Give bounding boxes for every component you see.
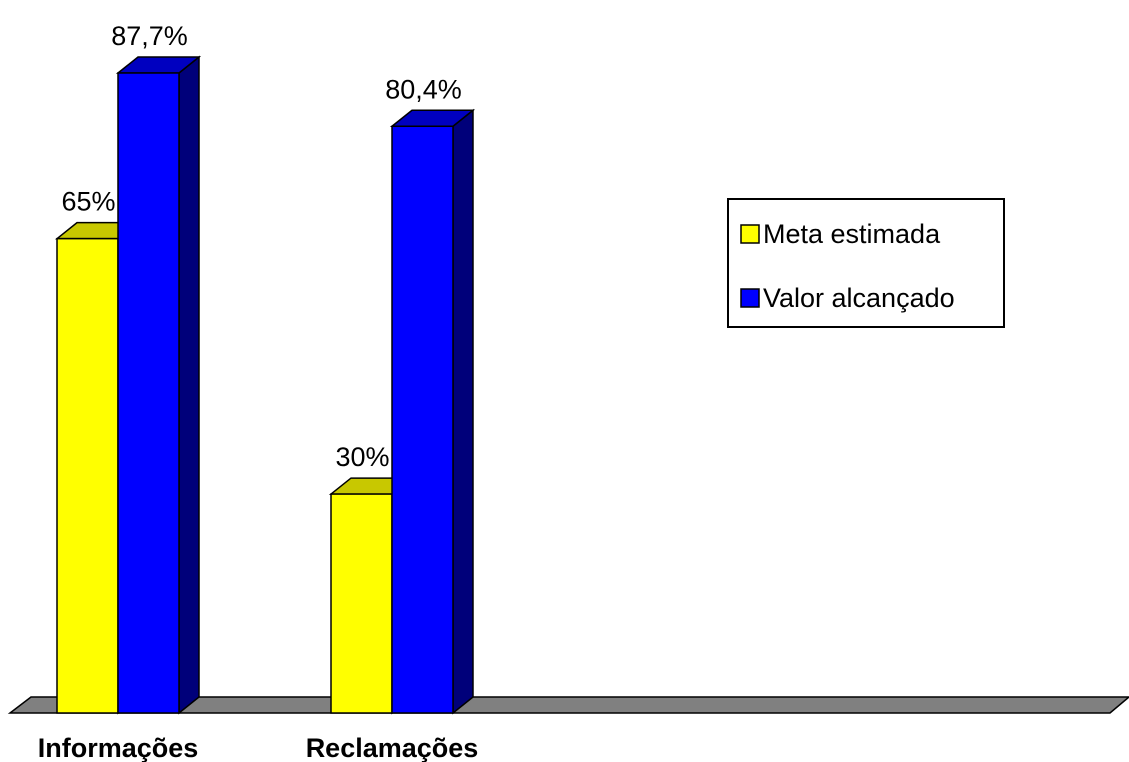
legend-label: Meta estimada bbox=[763, 219, 941, 249]
chart-floor bbox=[7, 696, 1129, 714]
legend-swatch bbox=[740, 224, 760, 244]
x-tick-label: Informações bbox=[38, 733, 199, 762]
data-label: 87,7% bbox=[111, 21, 188, 51]
legend-label: Valor alcançado bbox=[763, 283, 955, 313]
legend: Meta estimada Valor alcançado bbox=[727, 198, 1005, 328]
x-tick-label: Reclamações bbox=[306, 733, 479, 762]
data-label: 80,4% bbox=[385, 74, 462, 104]
bar-valor-alcancado-1 bbox=[115, 55, 202, 715]
data-label: 30% bbox=[335, 442, 389, 472]
data-label: 65% bbox=[61, 187, 115, 217]
legend-swatch bbox=[740, 288, 760, 308]
bar-valor-alcancado-2 bbox=[389, 108, 476, 715]
